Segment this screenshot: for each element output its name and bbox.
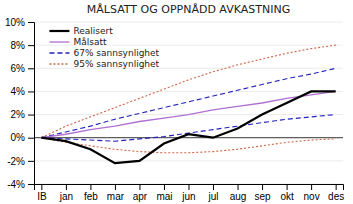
x-tick-label: feb	[84, 191, 98, 202]
x-tick: nov	[304, 184, 320, 202]
legend-label: 95% sannsynlighet	[73, 59, 159, 69]
y-tick-mark	[28, 91, 34, 92]
x-tick-mark	[164, 184, 165, 190]
y-tick: 8%	[11, 40, 34, 51]
x-tick: des	[328, 184, 344, 202]
x-tick-label: mai	[156, 191, 172, 202]
grid	[34, 22, 343, 184]
x-tick-label: jul	[208, 191, 219, 202]
legend-label: 67% sannsynlighet	[73, 48, 159, 58]
series-line	[41, 91, 335, 163]
x-tick-label: nov	[304, 191, 320, 202]
y-tick: 2%	[11, 109, 34, 120]
grid-line	[34, 91, 343, 92]
y-tick-mark	[28, 184, 34, 185]
x-tick-mark	[336, 184, 337, 190]
x-tick-mark	[41, 184, 42, 190]
x-tick: aug	[230, 184, 247, 202]
y-tick: 6%	[11, 63, 34, 74]
x-tick: mar	[107, 184, 125, 202]
series-line	[41, 115, 335, 142]
x-tick-mark	[238, 184, 239, 190]
y-tick-label: 4%	[11, 86, 26, 97]
legend-item: Målsatt	[49, 37, 107, 47]
grid-line	[34, 22, 343, 23]
y-tick: 4%	[11, 86, 34, 97]
x-tick: okt	[280, 184, 294, 202]
y-tick-mark	[28, 161, 34, 162]
legend-item: 95% sannsynlighet	[49, 59, 159, 69]
x-tick-mark	[115, 184, 116, 190]
x-axis-line	[35, 185, 344, 191]
y-tick-label: 6%	[11, 63, 26, 74]
y-axis-line	[28, 23, 35, 185]
x-tick-label: des	[328, 191, 344, 202]
x-tick-label: aug	[230, 191, 247, 202]
x-tick-mark	[139, 184, 140, 190]
y-tick: 0%	[11, 132, 34, 143]
chart: -4% -2% 0% 2% 4% 6% 8% 10% IB janfebmaraprmaijun j…	[0, 0, 353, 204]
x-tick-mark	[66, 184, 67, 190]
legend: RealisertMålsatt67% sannsynlighet95% san…	[49, 26, 159, 69]
x-tick-label: apr	[133, 191, 148, 202]
x-tick-mark	[287, 184, 288, 190]
lines	[41, 45, 335, 163]
series-line	[41, 45, 335, 138]
x-tick-label: IB	[37, 191, 47, 202]
x-tick-label: sep	[255, 191, 272, 202]
x-axis: IB janfebmaraprmaijun julaugsepoktnovdes	[35, 184, 345, 202]
legend-swatch	[49, 30, 69, 32]
x-tick-label: okt	[280, 191, 294, 202]
x-tick-mark	[213, 184, 214, 190]
legend-label: Realisert	[73, 26, 113, 36]
y-tick-label: -4%	[7, 179, 25, 190]
grid-line	[34, 160, 343, 161]
x-tick: jun	[181, 184, 195, 202]
x-tick-label: mar	[107, 191, 125, 202]
x-tick-mark	[311, 184, 312, 190]
x-tick-label: jan	[59, 191, 73, 202]
x-tick: mai	[156, 184, 172, 202]
x-tick: jan	[59, 184, 73, 202]
y-tick-mark	[28, 138, 34, 139]
legend-label: Målsatt	[73, 37, 107, 47]
y-tick-label: 2%	[11, 109, 26, 120]
legend-swatch	[49, 41, 69, 42]
y-tick-mark	[28, 115, 34, 116]
series-line	[41, 91, 335, 137]
title: MÅLSATT OG OPPNÅDD AVKASTNING	[87, 3, 290, 16]
y-tick-label: 8%	[11, 40, 26, 51]
x-tick-mark	[189, 184, 190, 190]
x-tick: jul	[208, 184, 219, 202]
y-tick-label: 0%	[11, 132, 26, 143]
legend-swatch	[49, 52, 69, 53]
x-tick: apr	[133, 184, 148, 202]
x-tick-mark	[90, 184, 91, 190]
legend-swatch	[49, 63, 69, 64]
series-line	[41, 68, 335, 137]
legend-item: Realisert	[49, 26, 113, 36]
y-tick: 10%	[5, 17, 34, 28]
y-tick-mark	[28, 45, 34, 46]
x-tick: sep	[255, 184, 272, 202]
y-tick-mark	[28, 68, 34, 69]
zero-line	[34, 137, 343, 138]
x-tick: IB	[37, 184, 47, 202]
y-tick-mark	[28, 22, 34, 23]
y-tick: -2%	[7, 156, 34, 167]
x-tick-label: jun	[181, 191, 195, 202]
y-axis: -4% -2% 0% 2% 4% 6% 8% 10%	[5, 17, 35, 190]
y-tick-label: -2%	[7, 156, 25, 167]
y-tick-label: 10%	[5, 17, 25, 28]
x-tick: feb	[84, 184, 98, 202]
legend-item: 67% sannsynlighet	[49, 48, 159, 58]
y-tick: -4%	[7, 179, 34, 190]
plot: -4% -2% 0% 2% 4% 6% 8% 10% IB janfebmaraprmaijun j…	[5, 17, 344, 202]
x-tick-mark	[262, 184, 263, 190]
